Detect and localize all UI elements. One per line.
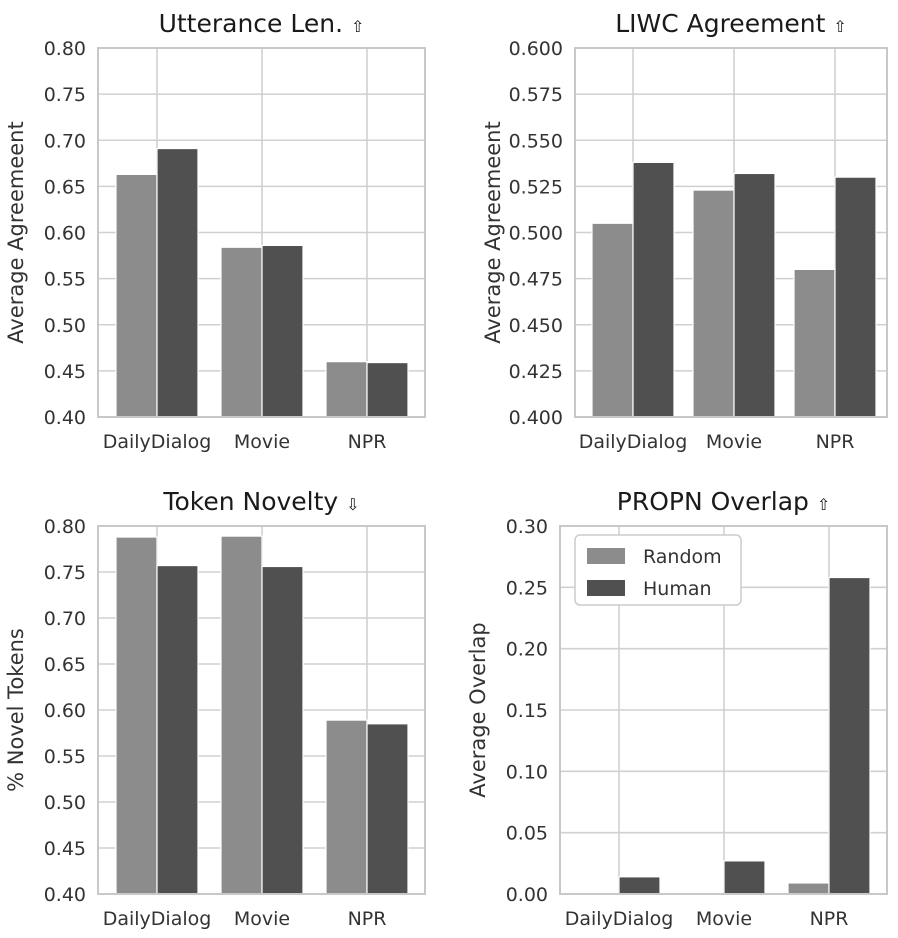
bar-human-npr xyxy=(834,176,877,418)
bar-human-npr xyxy=(828,576,871,895)
arrow-up-icon: ⇧ xyxy=(351,17,364,36)
y-tick-label: 0.00 xyxy=(506,884,548,906)
x-tick-label: Movie xyxy=(696,908,752,930)
y-tick-label: 0.400 xyxy=(509,407,563,429)
y-tick-label: 0.80 xyxy=(44,516,86,538)
panel-title-text: PROPN Overlap xyxy=(617,487,817,516)
y-tick-label: 0.40 xyxy=(44,884,86,906)
y-tick-label: 0.70 xyxy=(44,130,86,152)
panel-title: Utterance Len. ⇧ xyxy=(159,9,365,38)
y-tick-label: 0.15 xyxy=(506,700,548,722)
bar-human-dailydialog xyxy=(618,876,661,895)
x-tick-label: Movie xyxy=(706,431,762,453)
bar-random-dailydialog xyxy=(115,173,158,418)
x-tick-label: DailyDialog xyxy=(103,908,212,930)
legend-swatch-human xyxy=(587,580,625,596)
arrow-up-icon: ⇧ xyxy=(833,17,846,36)
y-tick-label: 0.70 xyxy=(44,608,86,630)
y-tick-label: 0.45 xyxy=(44,361,86,383)
bar-human-movie xyxy=(723,860,766,895)
bar-random-npr xyxy=(325,361,368,418)
y-tick-label: 0.55 xyxy=(44,269,86,291)
y-tick-label: 0.60 xyxy=(44,223,86,245)
y-tick-label: 0.450 xyxy=(509,315,563,337)
y-tick-label: 0.75 xyxy=(44,562,86,584)
panel-title-text: LIWC Agreement xyxy=(615,9,833,38)
bar-random-movie xyxy=(220,246,263,418)
x-tick-label: DailyDialog xyxy=(103,431,212,453)
plot-frame xyxy=(574,47,888,418)
y-tick-label: 0.45 xyxy=(44,838,86,860)
legend-swatch-random xyxy=(587,548,625,564)
y-tick-label: 0.65 xyxy=(44,176,86,198)
y-axis-label: Average Overlap xyxy=(466,622,490,797)
bar-random-dailydialog xyxy=(591,222,634,418)
legend-label-random: Random xyxy=(643,546,722,568)
bar-human-movie xyxy=(733,172,776,418)
plot-frame xyxy=(97,525,426,895)
bar-human-dailydialog xyxy=(156,147,199,418)
bar-human-npr xyxy=(366,723,409,895)
x-tick-label: NPR xyxy=(816,431,855,453)
bar-human-dailydialog xyxy=(156,564,199,895)
panel-title-text: Token Novelty xyxy=(162,487,346,516)
panel-title: PROPN Overlap ⇧ xyxy=(617,487,830,516)
y-tick-label: 0.75 xyxy=(44,84,86,106)
panel-title: LIWC Agreement ⇧ xyxy=(615,9,847,38)
y-tick-label: 0.425 xyxy=(509,361,563,383)
x-tick-label: NPR xyxy=(348,431,387,453)
panel-title-text: Utterance Len. xyxy=(159,9,351,38)
x-tick-label: DailyDialog xyxy=(565,908,674,930)
legend-label-human: Human xyxy=(643,578,712,600)
x-tick-label: NPR xyxy=(810,908,849,930)
y-tick-label: 0.525 xyxy=(509,176,563,198)
x-tick-label: Movie xyxy=(234,431,290,453)
x-tick-label: Movie xyxy=(234,908,290,930)
x-tick-label: NPR xyxy=(348,908,387,930)
y-tick-label: 0.05 xyxy=(506,823,548,845)
y-tick-label: 0.20 xyxy=(506,639,548,661)
y-tick-label: 0.500 xyxy=(509,223,563,245)
bar-random-npr xyxy=(787,882,830,895)
bar-human-movie xyxy=(261,244,304,418)
y-tick-label: 0.50 xyxy=(44,792,86,814)
y-tick-label: 0.475 xyxy=(509,269,563,291)
bar-human-npr xyxy=(366,361,409,418)
y-tick-label: 0.10 xyxy=(506,761,548,783)
arrow-up-icon: ⇧ xyxy=(817,495,830,514)
x-tick-label: DailyDialog xyxy=(579,431,688,453)
bar-random-dailydialog xyxy=(115,536,158,895)
y-tick-label: 0.50 xyxy=(44,315,86,337)
y-tick-label: 0.60 xyxy=(44,700,86,722)
panel-title: Token Novelty ⇩ xyxy=(162,487,359,516)
bar-random-movie xyxy=(220,535,263,895)
y-axis-label: Average Agreemeent xyxy=(481,121,505,343)
y-tick-label: 0.575 xyxy=(509,84,563,106)
y-tick-label: 0.30 xyxy=(506,516,548,538)
y-tick-label: 0.600 xyxy=(509,38,563,60)
bar-random-npr xyxy=(325,719,368,895)
y-tick-label: 0.55 xyxy=(44,746,86,768)
y-tick-label: 0.25 xyxy=(506,577,548,599)
arrow-down-icon: ⇩ xyxy=(346,495,359,514)
plot-frame xyxy=(97,47,426,418)
bar-random-movie xyxy=(692,189,735,418)
y-tick-label: 0.40 xyxy=(44,407,86,429)
y-tick-label: 0.65 xyxy=(44,654,86,676)
bar-human-movie xyxy=(261,565,304,895)
y-tick-label: 0.80 xyxy=(44,38,86,60)
y-axis-label: Average Agreemeent xyxy=(4,121,28,343)
bar-human-dailydialog xyxy=(632,161,675,418)
y-axis-label: % Novel Tokens xyxy=(4,628,28,792)
y-tick-label: 0.550 xyxy=(509,130,563,152)
bar-random-npr xyxy=(793,268,836,418)
plot-frame xyxy=(559,525,888,895)
